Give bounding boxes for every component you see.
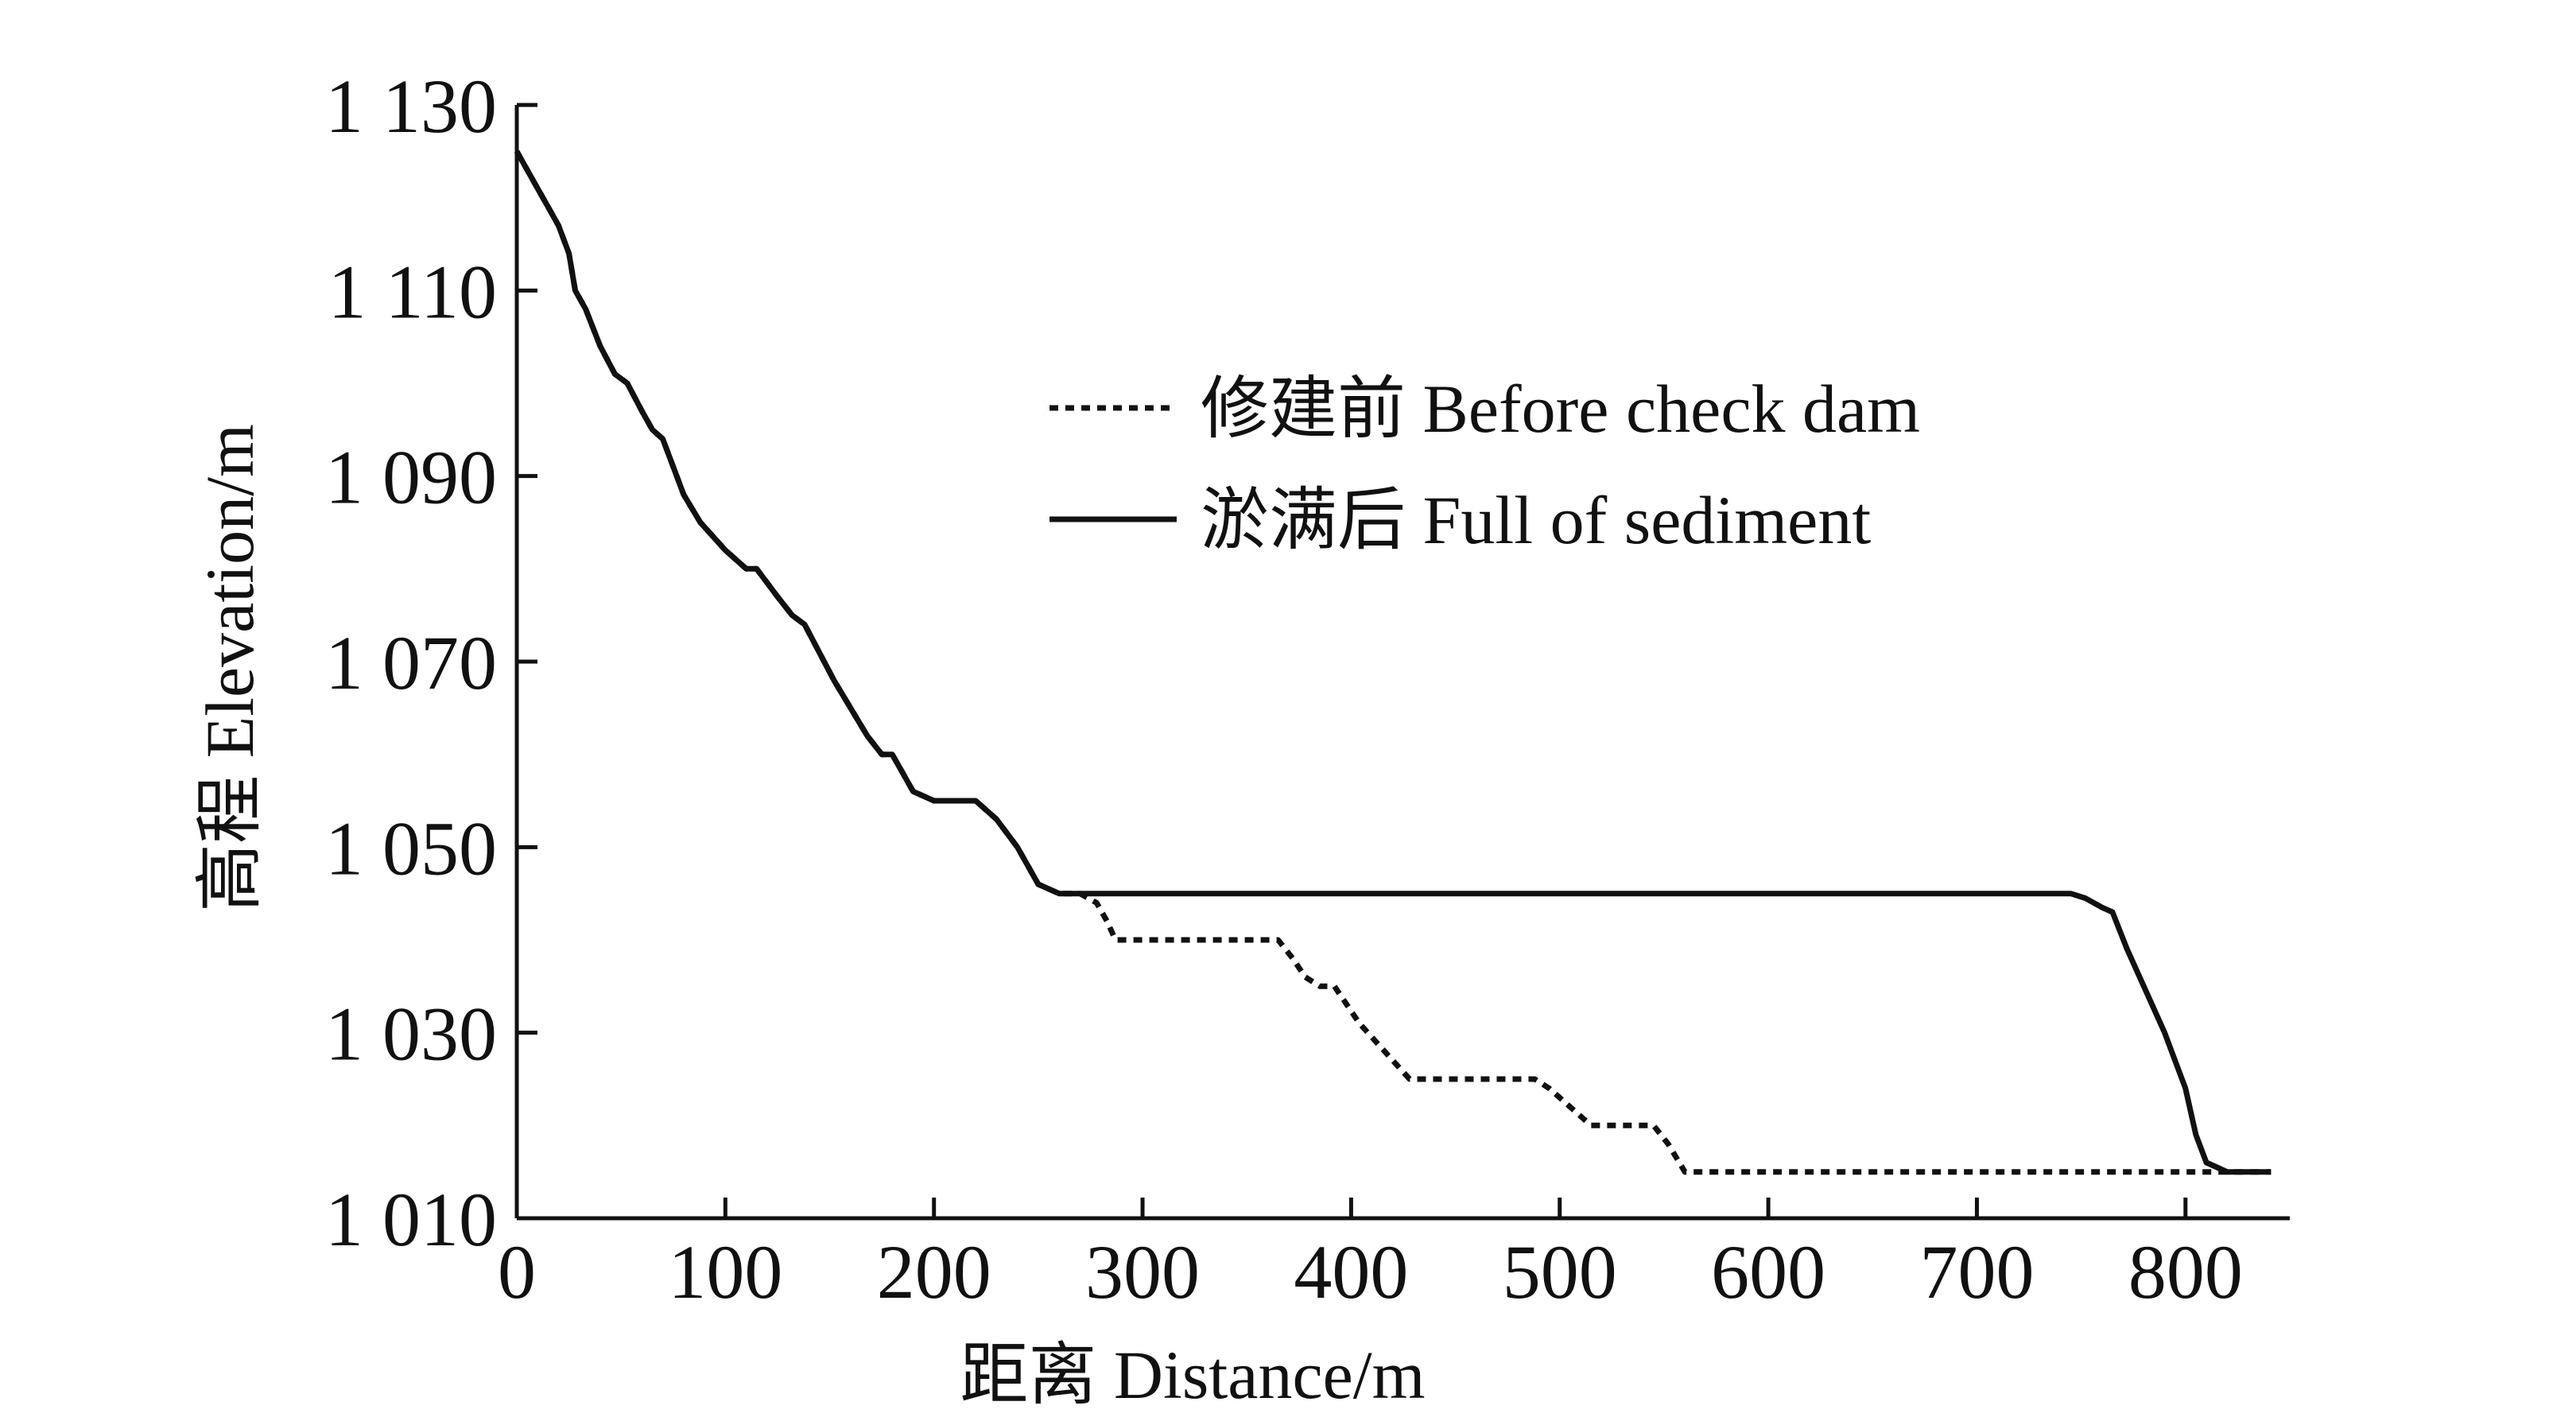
x-tick-label: 200 — [877, 1229, 991, 1314]
y-tick-label: 1 110 — [328, 249, 497, 334]
x-tick-label: 400 — [1294, 1229, 1408, 1314]
y-axis-label: 高程 Elevation/m — [192, 424, 268, 912]
x-axis-ticks: 0 100 200 300 400 500 600 700 800 — [498, 1198, 2243, 1314]
series-line-full-of-sediment — [514, 149, 2271, 1175]
y-tick-label: 1 130 — [325, 64, 497, 149]
x-tick-label: 600 — [1711, 1229, 1825, 1314]
x-axis-label: 距离 Distance/m — [960, 1337, 1425, 1413]
y-tick-label: 1 010 — [325, 1177, 497, 1262]
x-tick-label: 500 — [1503, 1229, 1617, 1314]
legend-label-full-of-sediment: 淤满后 Full of sediment — [1201, 482, 1871, 558]
y-tick-label: 1 090 — [325, 435, 497, 520]
x-tick-label: 700 — [1919, 1229, 2034, 1314]
legend-label-before-check-dam: 修建前 Before check dam — [1201, 371, 1920, 447]
y-tick-label: 1 070 — [325, 620, 497, 705]
x-tick-label: 300 — [1085, 1229, 1200, 1314]
y-axis-ticks: 1 010 1 030 1 050 1 070 1 090 1 110 1 130 — [325, 64, 537, 1262]
legend: 修建前 Before check dam 淤满后 Full of sedimen… — [1049, 371, 1920, 558]
x-tick-label: 100 — [668, 1229, 782, 1314]
x-tick-label: 800 — [2128, 1229, 2243, 1314]
series-lines — [514, 149, 2271, 1175]
x-tick-label: 0 — [498, 1229, 536, 1314]
y-tick-label: 1 050 — [325, 806, 497, 891]
y-tick-label: 1 030 — [325, 992, 497, 1077]
